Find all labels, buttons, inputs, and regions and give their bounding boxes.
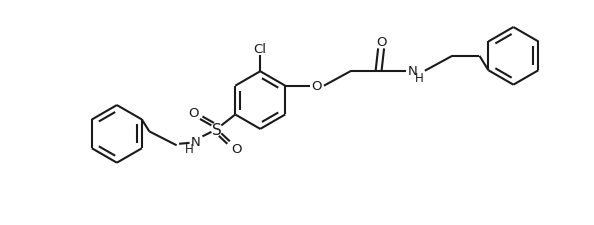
Text: O: O bbox=[231, 142, 242, 155]
Text: N: N bbox=[408, 65, 418, 78]
Text: O: O bbox=[312, 80, 322, 93]
Text: H: H bbox=[415, 71, 424, 84]
Text: O: O bbox=[188, 107, 199, 120]
Text: S: S bbox=[211, 122, 221, 137]
Text: H: H bbox=[185, 142, 194, 155]
Text: N: N bbox=[191, 135, 200, 148]
Text: Cl: Cl bbox=[254, 43, 267, 56]
Text: O: O bbox=[376, 36, 386, 49]
